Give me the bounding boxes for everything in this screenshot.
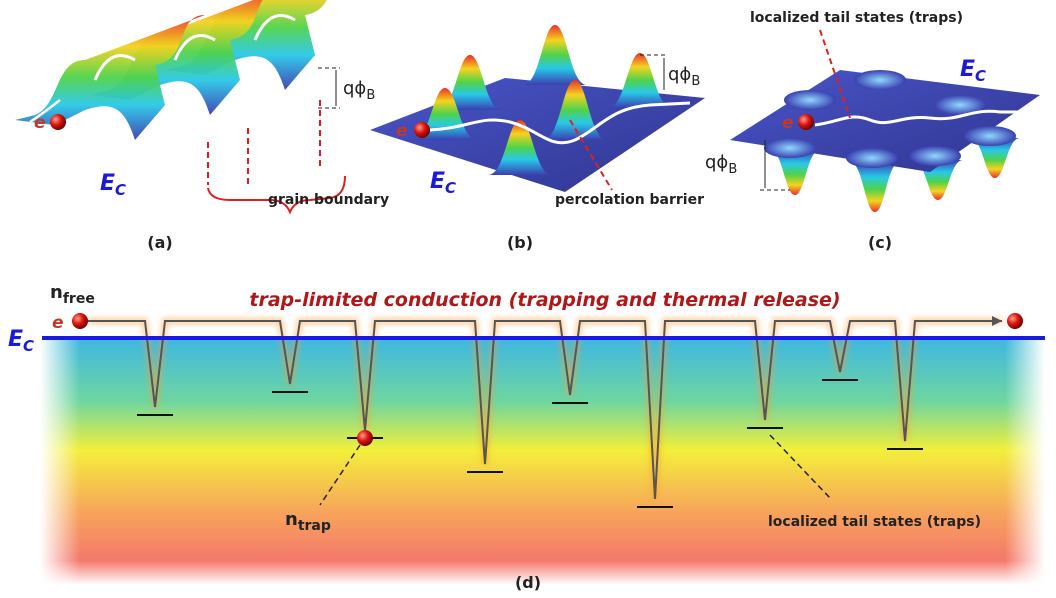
electron-label: e <box>782 113 794 133</box>
electron <box>357 430 373 446</box>
ec-sub: C <box>23 337 34 355</box>
ec-sub: C <box>115 181 126 199</box>
electron-label: e <box>34 113 46 133</box>
n-sub: trap <box>298 518 331 534</box>
ec-label: EC <box>960 57 986 85</box>
figure: e EC qϕB grain boundary (a) e EC qϕB per… <box>0 0 1056 598</box>
electron-label: e <box>52 313 64 333</box>
panel-label: (b) <box>507 233 533 252</box>
barrier-label: qϕB <box>668 64 700 89</box>
n-free: nfree <box>50 282 95 307</box>
barrier-sub: B <box>366 88 375 103</box>
ec-sub: C <box>445 179 456 197</box>
electron <box>72 313 88 329</box>
barrier-main: qϕ <box>343 78 366 99</box>
panel-a: e EC qϕB grain boundary (a) <box>15 0 389 252</box>
well <box>854 70 906 90</box>
fade <box>40 340 80 585</box>
well <box>846 148 898 168</box>
ec-main: E <box>960 57 975 82</box>
well-bottom <box>850 162 900 212</box>
ec-sub: C <box>975 67 986 85</box>
ridges <box>15 0 355 140</box>
panel-label: (c) <box>868 233 892 252</box>
well <box>784 90 836 110</box>
electron-label: e <box>396 121 408 141</box>
ec-main: E <box>100 171 115 196</box>
n-main: n <box>285 509 298 530</box>
well <box>764 138 816 158</box>
barrier-sub: B <box>728 162 737 177</box>
electron <box>414 122 430 138</box>
electron <box>798 114 814 130</box>
wells <box>730 70 1040 212</box>
well <box>964 126 1016 146</box>
barrier-sub: B <box>691 74 700 89</box>
electron <box>1007 313 1023 329</box>
annotation: percolation barrier <box>555 192 704 208</box>
peak <box>523 25 587 85</box>
caption: trap-limited conduction (trapping and th… <box>249 289 840 311</box>
annotation: localized tail states (traps) <box>750 10 963 26</box>
barrier-main: qϕ <box>705 152 728 173</box>
boundary-marker <box>208 100 320 188</box>
annotation: localized tail states (traps) <box>768 514 981 530</box>
ec-label: EC <box>8 327 34 355</box>
n-main: n <box>50 282 63 303</box>
barrier-label: qϕB <box>705 152 737 177</box>
fade <box>1005 340 1045 585</box>
barrier-label: qϕB <box>343 78 375 103</box>
annotation: grain boundary <box>268 192 389 208</box>
well <box>909 146 961 166</box>
ec-label: EC <box>100 171 126 199</box>
ec-label: EC <box>430 169 456 197</box>
ec-main: E <box>430 169 445 194</box>
electron <box>50 114 66 130</box>
panel-label: (d) <box>515 573 541 592</box>
panel-b: e EC qϕB percolation barrier (b) <box>370 25 705 252</box>
ec-main: E <box>8 327 23 352</box>
band <box>40 340 1045 585</box>
arrow-head <box>992 316 1002 326</box>
panel-label: (a) <box>147 233 172 252</box>
panel-c: e EC localized tail states (traps) qϕB (… <box>705 10 1040 252</box>
panel-d: e EC nfree trap-limited conduction (trap… <box>8 282 1045 592</box>
n-sub: free <box>63 291 95 307</box>
barrier-main: qϕ <box>668 64 691 85</box>
